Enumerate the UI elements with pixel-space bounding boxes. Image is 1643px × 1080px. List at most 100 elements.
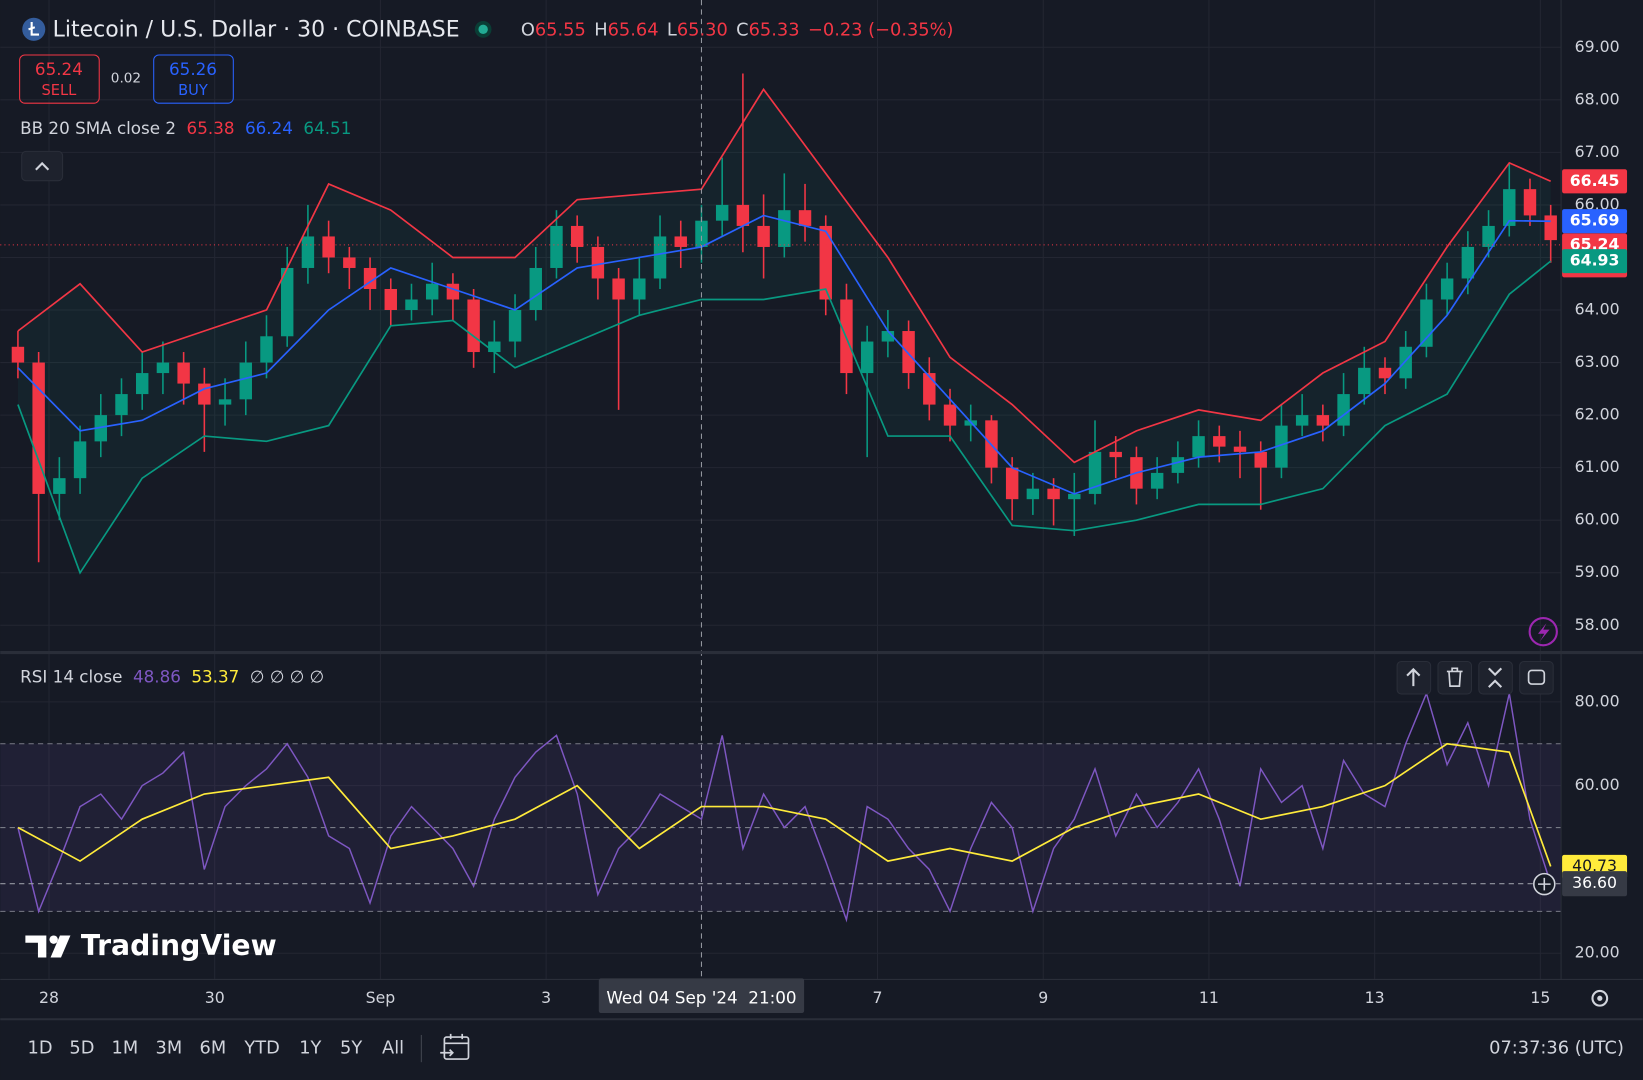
candle-body <box>923 373 936 405</box>
x-tick-label: 11 <box>1199 988 1219 1007</box>
delete-button[interactable] <box>1437 660 1473 695</box>
buy-button[interactable] <box>153 54 234 104</box>
y-tick-label: 61.00 <box>1575 457 1620 476</box>
x-tick-label: 9 <box>1038 988 1048 1007</box>
timeframe-button[interactable]: 5Y <box>340 1038 362 1059</box>
candle-body <box>881 331 895 342</box>
crosshair-time-label: Wed 04 Sep '24 21:00 <box>606 987 796 1007</box>
collapse-pane-button[interactable] <box>1478 660 1513 695</box>
timeframe-button[interactable]: 3M <box>156 1038 183 1059</box>
timeframe-button[interactable]: 1D <box>28 1038 53 1059</box>
candle-body <box>53 478 66 494</box>
collapse-button[interactable] <box>21 150 64 182</box>
candle-body <box>1192 436 1205 458</box>
candle-body <box>1213 436 1226 447</box>
candle-body <box>1068 493 1081 500</box>
collapse-icon <box>35 161 50 171</box>
timeframe-button[interactable]: 1M <box>112 1038 139 1059</box>
candle-body <box>198 383 211 405</box>
bb-legend: BB 20 SMA close 2 65.38 66.24 64.51 <box>20 118 351 138</box>
timeframe-button[interactable]: 1Y <box>299 1038 321 1059</box>
candle-body <box>156 362 170 374</box>
ohlc-value: 65.30 <box>677 19 728 40</box>
logo-text: TradingView <box>81 929 277 962</box>
ohlc-key: L <box>667 19 677 40</box>
plot <box>0 0 1562 980</box>
candle-body <box>488 341 501 353</box>
rsi-ma-value: 53.37 <box>191 667 239 687</box>
candle-body <box>633 278 646 300</box>
timeframe-button[interactable]: 6M <box>200 1038 227 1059</box>
y-tick-label: 67.00 <box>1575 142 1620 161</box>
settings-icon[interactable] <box>1591 989 1609 1007</box>
crosshair-value: 36.60 <box>1572 873 1617 892</box>
candle-body <box>1440 278 1454 300</box>
candle-body <box>1358 367 1371 395</box>
sell-label: SELL <box>41 82 77 99</box>
x-tick-label: 3 <box>541 988 551 1007</box>
candle-body <box>1254 451 1267 468</box>
candle-body <box>135 373 149 395</box>
status-dot <box>478 24 488 35</box>
candle-body <box>570 225 584 247</box>
crosshair-value-box <box>1562 871 1628 897</box>
alert-icon[interactable] <box>1528 616 1558 647</box>
candle-body <box>11 346 25 363</box>
y-tick-label: 69.00 <box>1575 37 1620 56</box>
x-tick-label: 28 <box>39 988 59 1007</box>
timeframe-button[interactable]: All <box>382 1038 404 1059</box>
candle-body <box>695 220 708 247</box>
candle-body <box>674 236 687 247</box>
candle-body <box>1378 367 1392 379</box>
rsi-na: ∅ ∅ ∅ ∅ <box>250 667 324 687</box>
symbol-title: Litecoin / U.S. Dollar · 30 · COINBASE <box>53 17 460 42</box>
timeframe-button[interactable]: YTD <box>243 1038 279 1059</box>
candle-body <box>239 362 252 400</box>
candle-body <box>343 257 356 268</box>
ohlc-key: O <box>521 19 535 40</box>
x-tick-label: 15 <box>1530 988 1550 1007</box>
y-tick-label: 20.00 <box>1575 943 1620 962</box>
candle-body <box>446 283 460 300</box>
timeframe-button[interactable]: 5D <box>69 1038 94 1059</box>
date-range-button[interactable] <box>440 1033 470 1060</box>
candle-body <box>1026 488 1040 500</box>
y-tick-label: 80.00 <box>1575 691 1620 710</box>
candle-body <box>1109 451 1122 458</box>
y-tick-label: 58.00 <box>1575 615 1620 634</box>
candle-body <box>1337 394 1350 426</box>
coin-icon <box>22 17 46 41</box>
candle-body <box>1088 451 1102 494</box>
candle-body <box>1503 189 1516 226</box>
y-tick-label: 66.00 <box>1575 194 1620 213</box>
maximize-button[interactable] <box>1519 660 1554 695</box>
x-tick-label: Sep <box>366 988 396 1007</box>
bb-line <box>17 260 1552 575</box>
candle-body <box>1420 299 1433 347</box>
x-tick-label: 13 <box>1365 988 1385 1007</box>
candle-body <box>425 283 439 300</box>
candle-body <box>798 210 812 226</box>
candle-body <box>715 204 729 221</box>
rsi-ma-tag: 40.73 <box>1572 856 1617 875</box>
candle-body <box>32 362 45 494</box>
sell-button[interactable] <box>19 54 100 104</box>
pane-buttons <box>1396 660 1554 695</box>
bb-line <box>17 214 1551 495</box>
rsi-name: RSI 14 close <box>20 667 122 687</box>
y-tick-label: 59.00 <box>1575 562 1620 581</box>
candle-body <box>550 225 563 268</box>
alert-bolt <box>1538 623 1550 642</box>
logo: TradingView <box>25 929 277 962</box>
candle-body <box>467 299 480 353</box>
candle-body <box>260 336 273 363</box>
candle-body <box>405 299 418 311</box>
candle-body <box>1047 488 1060 500</box>
candle-body <box>384 288 397 311</box>
candle-body <box>1482 225 1495 247</box>
logo-mark-dot <box>49 935 58 944</box>
candle-body <box>1295 415 1309 426</box>
move-up-icon <box>1406 667 1421 687</box>
bb-value: 64.51 <box>303 118 351 138</box>
